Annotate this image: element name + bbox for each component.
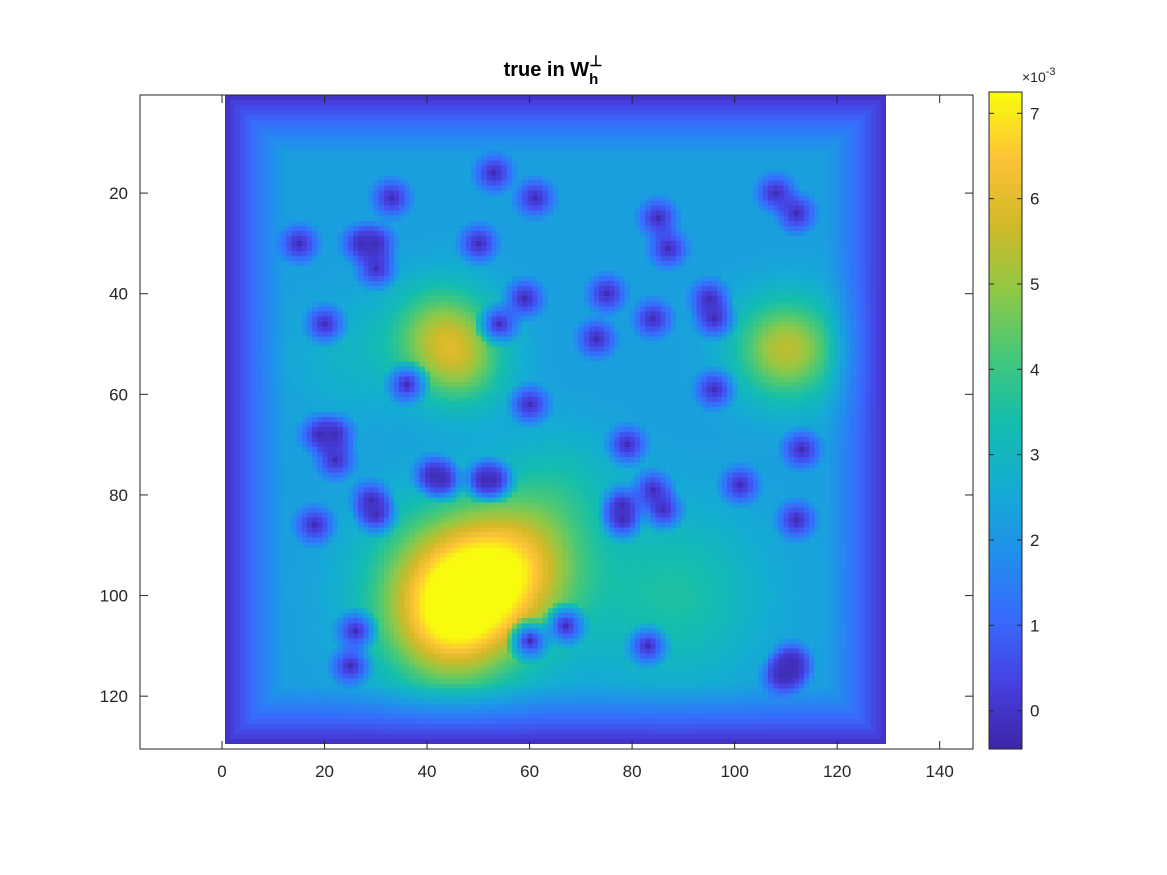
y-axis-ticks: 20 40 60 80 100 120	[100, 184, 973, 706]
heatmap-container	[224, 95, 886, 744]
chart-title: true in Wh⊥	[504, 53, 603, 88]
colorbar-gradient	[989, 92, 1022, 749]
x-axis-ticks: 0 20 40 60 80 100 120 140	[217, 95, 954, 781]
y-tick-label: 80	[109, 486, 128, 505]
chart-title-subscript: h	[589, 71, 598, 88]
x-tick-label: 60	[520, 762, 539, 781]
y-tick-label: 100	[100, 587, 128, 606]
y-tick-label: 120	[100, 687, 128, 706]
chart-title-superscript: ⊥	[589, 53, 602, 70]
x-tick-label: 80	[623, 762, 642, 781]
chart-title-main: true in W	[504, 59, 590, 81]
colorbar-tick-label: 4	[1030, 360, 1039, 379]
colorbar-box	[988, 91, 1023, 750]
axes-box	[139, 94, 974, 750]
colorbar-exponent-power: -3	[1046, 66, 1056, 78]
colorbar-tick-label: 5	[1030, 275, 1039, 294]
colorbar-tick-label: 6	[1030, 190, 1039, 209]
y-tick-label: 20	[109, 184, 128, 203]
colorbar-ticks: 0 1 2 3 4 5 6 7	[989, 104, 1039, 721]
colorbar: 0 1 2 3 4 5 6 7 ×10-3	[988, 66, 1056, 750]
colorbar-exponent: ×10-3	[1022, 66, 1056, 85]
colorbar-tick-label: 2	[1030, 531, 1039, 550]
colorbar-tick-label: 7	[1030, 104, 1039, 123]
colorbar-tick-label: 1	[1030, 616, 1039, 635]
x-tick-label: 0	[217, 762, 226, 781]
colorbar-tick-label: 0	[1030, 702, 1039, 721]
x-tick-label: 140	[925, 762, 953, 781]
axes: 0 20 40 60 80 100 120 140 20 40 60 80 100 120	[100, 94, 974, 781]
x-tick-label: 120	[823, 762, 851, 781]
colorbar-tick-label: 3	[1030, 446, 1039, 465]
x-tick-label: 20	[315, 762, 334, 781]
colorbar-container	[989, 92, 1022, 749]
x-tick-label: 100	[720, 762, 748, 781]
y-tick-label: 60	[109, 385, 128, 404]
y-tick-label: 40	[109, 285, 128, 304]
colorbar-exponent-base: ×10	[1022, 69, 1046, 85]
heatmap-image	[224, 95, 886, 744]
x-tick-label: 40	[418, 762, 437, 781]
